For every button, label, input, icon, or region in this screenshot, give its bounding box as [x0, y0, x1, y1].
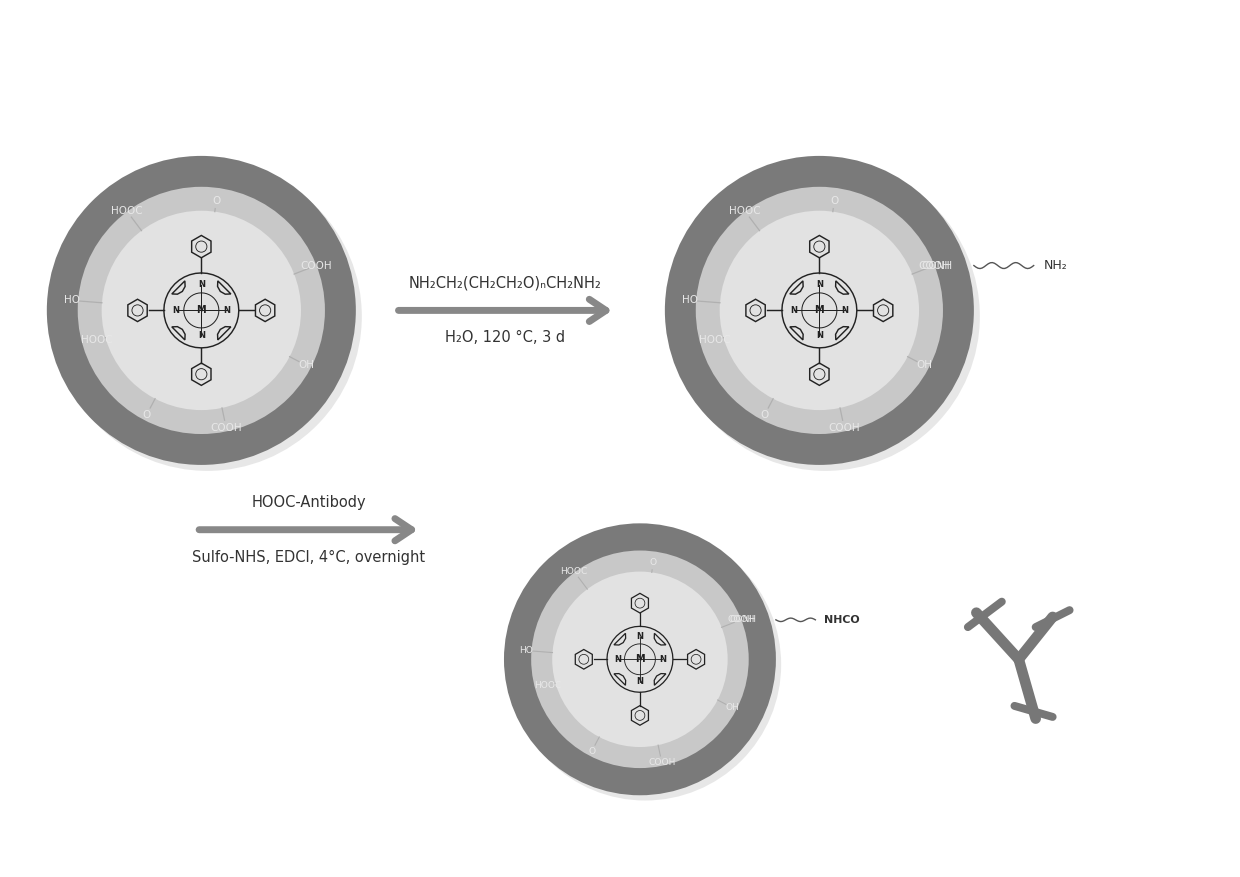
Text: COOH: COOH: [649, 759, 676, 767]
Ellipse shape: [510, 529, 781, 801]
Text: OH: OH: [725, 703, 739, 712]
Text: CONH: CONH: [921, 260, 952, 270]
Text: OH: OH: [298, 360, 314, 370]
Text: Sulfo-NHS, EDCl, 4°C, overnight: Sulfo-NHS, EDCl, 4°C, overnight: [192, 550, 425, 565]
Text: NH₂: NH₂: [1044, 259, 1068, 272]
Text: N: N: [658, 655, 666, 664]
Text: N: N: [816, 281, 823, 289]
Text: N: N: [198, 281, 205, 289]
Text: OH: OH: [916, 360, 932, 370]
Text: NHCO: NHCO: [825, 615, 859, 624]
Text: COOH: COOH: [211, 423, 242, 433]
Ellipse shape: [47, 156, 356, 465]
Text: HOOC: HOOC: [534, 681, 562, 690]
Text: HOOC: HOOC: [110, 206, 143, 216]
Text: HOOC: HOOC: [81, 335, 113, 346]
Text: N: N: [790, 306, 797, 315]
Ellipse shape: [78, 187, 325, 434]
Ellipse shape: [53, 162, 362, 471]
Ellipse shape: [671, 162, 980, 471]
Ellipse shape: [665, 156, 973, 465]
Text: O: O: [831, 196, 838, 206]
Text: HOOC: HOOC: [699, 335, 730, 346]
FancyArrowPatch shape: [398, 299, 606, 322]
Text: N: N: [842, 306, 848, 315]
Text: M: M: [635, 654, 645, 664]
Text: HOOC: HOOC: [729, 206, 760, 216]
Text: HOOC-Antibody: HOOC-Antibody: [252, 495, 366, 510]
Text: N: N: [223, 306, 231, 315]
Text: HOOC: HOOC: [560, 567, 588, 576]
Ellipse shape: [503, 524, 776, 795]
Ellipse shape: [552, 572, 728, 747]
Text: O: O: [650, 559, 657, 567]
Text: N: N: [816, 332, 823, 340]
Text: O: O: [760, 410, 769, 420]
Text: O: O: [143, 410, 150, 420]
Text: COOH: COOH: [300, 260, 332, 270]
Text: N: N: [636, 677, 644, 687]
Text: COOH: COOH: [918, 260, 950, 270]
Ellipse shape: [531, 551, 749, 768]
Text: N: N: [172, 306, 180, 315]
Text: N: N: [614, 655, 621, 664]
FancyArrowPatch shape: [200, 518, 412, 541]
Text: COOH: COOH: [828, 423, 861, 433]
Text: M: M: [815, 305, 825, 316]
Ellipse shape: [719, 210, 919, 410]
Text: M: M: [196, 305, 206, 316]
Text: N: N: [198, 332, 205, 340]
Text: HO: HO: [682, 296, 698, 305]
Text: NH₂CH₂(CH₂CH₂O)ₙCH₂NH₂: NH₂CH₂(CH₂CH₂O)ₙCH₂NH₂: [409, 275, 601, 290]
Text: CONH: CONH: [730, 616, 756, 624]
Text: N: N: [636, 632, 644, 641]
Text: HO: HO: [63, 296, 79, 305]
Ellipse shape: [102, 210, 301, 410]
Text: HO: HO: [520, 646, 533, 655]
Text: O: O: [212, 196, 221, 206]
Text: H₂O, 120 °C, 3 d: H₂O, 120 °C, 3 d: [445, 331, 565, 346]
Text: COOH: COOH: [727, 616, 754, 624]
Text: O: O: [588, 747, 595, 756]
Ellipse shape: [696, 187, 942, 434]
